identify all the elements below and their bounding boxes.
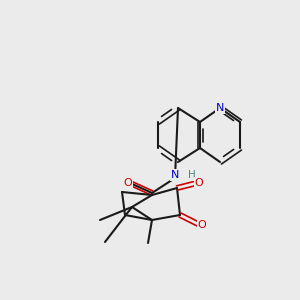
Text: O: O	[124, 178, 132, 188]
Text: O: O	[198, 220, 206, 230]
Text: N: N	[216, 103, 224, 113]
Text: N: N	[171, 170, 179, 180]
Text: H: H	[188, 170, 196, 180]
Text: O: O	[195, 178, 203, 188]
